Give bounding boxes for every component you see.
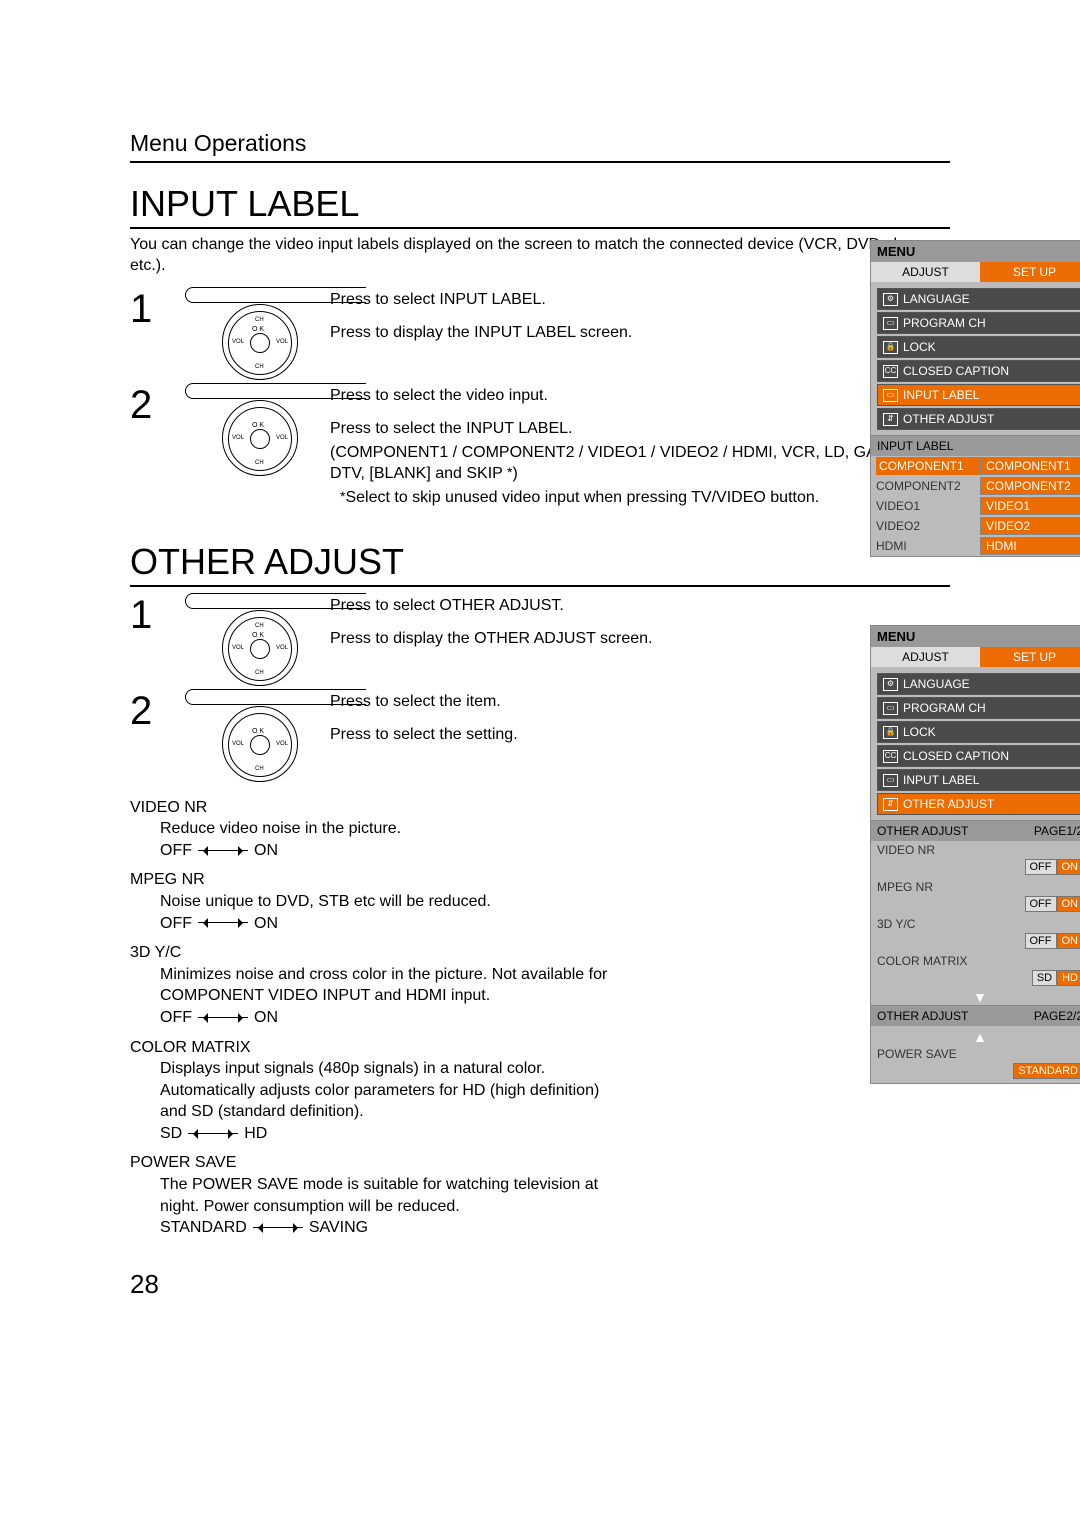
feature-desc: The POWER SAVE mode is suitable for watc…	[130, 1174, 610, 1217]
label-icon: ▭	[883, 389, 898, 402]
osd-item-highlighted: ▭INPUT LABEL	[877, 384, 1080, 406]
feature-list: VIDEO NR Reduce video noise in the pictu…	[130, 797, 610, 1239]
feature-desc: Minimizes noise and cross color in the p…	[130, 964, 610, 1007]
dpad-graphic: O K CH CH VOL VOL	[200, 287, 320, 375]
osd-item: 🔒LOCK	[877, 336, 1080, 358]
osd-menu-input-label: MENU ADJUST SET UP ⚙LANGUAGE ▭PROGRAM CH…	[870, 240, 1080, 439]
osd-item: ▭PROGRAM CH	[877, 312, 1080, 334]
globe-icon: ⚙	[883, 293, 898, 306]
lock-icon: 🔒	[883, 341, 898, 354]
step-text: Press to select OTHER ADJUST. Press to d…	[320, 593, 950, 662]
step-text: Press to select the video input. Press t…	[320, 383, 950, 521]
feature-desc: Displays input signals (480p signals) in…	[130, 1058, 610, 1123]
osd-tab-adjust: ADJUST	[871, 262, 980, 282]
adjust-icon: ⇵	[883, 413, 898, 426]
feature-name: COLOR MATRIX	[130, 1037, 610, 1059]
input-label-intro: You can change the video input labels di…	[130, 235, 950, 277]
step-text: Press to select the item. Press to selec…	[320, 689, 950, 758]
globe-icon: ⚙	[883, 678, 898, 691]
osd-item: ⇵OTHER ADJUST	[877, 408, 1080, 430]
dpad-graphic: O K CH VOL VOL	[200, 689, 320, 777]
feature-name: 3D Y/C	[130, 942, 610, 964]
feature-desc: Noise unique to DVD, STB etc will be red…	[130, 891, 610, 913]
cc-icon: CC	[883, 750, 898, 763]
osd-item: ⚙LANGUAGE	[877, 288, 1080, 310]
up-arrow-icon: ▲	[871, 1026, 1080, 1045]
cc-icon: CC	[883, 365, 898, 378]
feature-name: POWER SAVE	[130, 1152, 610, 1174]
input-label-step-2: 2 O K CH VOL VOL Press to select the vid…	[130, 383, 950, 521]
osd-tab-setup: SET UP	[980, 262, 1080, 282]
step-text: Press to select INPUT LABEL. Press to di…	[320, 287, 950, 356]
page: Menu Operations INPUT LABEL You can chan…	[0, 0, 1080, 1340]
page-number: 28	[130, 1269, 950, 1300]
osd-other-adjust-page1: OTHER ADJUSTPAGE1/2 VIDEO NR OFFON MPEG …	[870, 820, 1080, 1009]
osd-item: CCCLOSED CAPTION	[877, 360, 1080, 382]
osd-menu-other-adjust: MENU ADJUST SET UP ⚙LANGUAGE ▭PROGRAM CH…	[870, 625, 1080, 824]
adjust-icon: ⇵	[883, 798, 898, 811]
input-label-step-1: 1 O K CH CH VOL VOL Press to select INPU…	[130, 287, 950, 375]
label-icon: ▭	[883, 774, 898, 787]
dpad-graphic: O K CH CH VOL VOL	[200, 593, 320, 681]
feature-desc: Reduce video noise in the picture.	[130, 818, 610, 840]
other-adjust-step-2: 2 O K CH VOL VOL Press to select the ite…	[130, 689, 950, 777]
lock-icon: 🔒	[883, 726, 898, 739]
tv-icon: ▭	[883, 317, 898, 330]
other-adjust-step-1: 1 O K CH CH VOL VOL Press to select OTHE…	[130, 593, 950, 681]
feature-name: VIDEO NR	[130, 797, 610, 819]
tv-icon: ▭	[883, 702, 898, 715]
feature-name: MPEG NR	[130, 869, 610, 891]
section-title-other-adjust: OTHER ADJUST	[130, 541, 950, 587]
osd-other-adjust-page2: OTHER ADJUSTPAGE2/2 ▲ POWER SAVE STANDAR…	[870, 1005, 1080, 1084]
dpad-graphic: O K CH VOL VOL	[200, 383, 320, 471]
section-title-input-label: INPUT LABEL	[130, 183, 950, 229]
osd-input-label-list: INPUT LABEL COMPONENT1COMPONENT1 COMPONE…	[870, 435, 1080, 557]
page-header: Menu Operations	[130, 130, 950, 163]
